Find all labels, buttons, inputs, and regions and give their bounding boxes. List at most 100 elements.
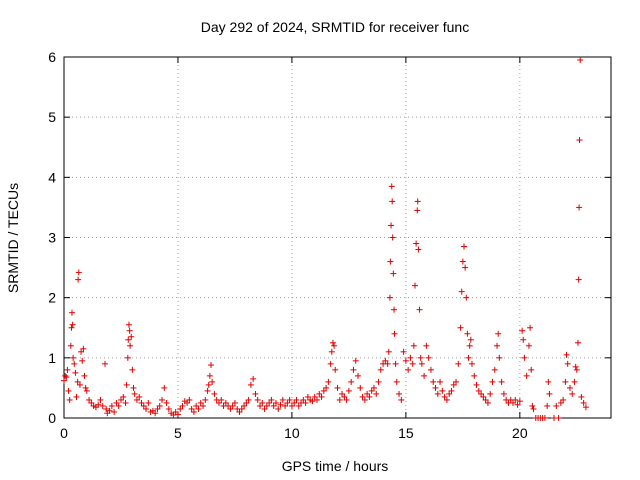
data-point: [293, 396, 300, 403]
data-point: [218, 396, 225, 403]
data-point: [195, 405, 202, 412]
data-point: [410, 342, 417, 349]
data-point: [393, 378, 400, 385]
data-point: [555, 415, 562, 421]
data-point: [400, 348, 407, 355]
data-point: [392, 360, 399, 367]
data-point: [325, 378, 332, 385]
data-point: [418, 360, 425, 367]
data-point: [572, 363, 579, 370]
data-point: [450, 381, 457, 388]
data-point: [566, 384, 573, 391]
data-point: [382, 357, 389, 364]
data-point: [405, 366, 412, 373]
data-point: [409, 360, 416, 367]
data-point: [439, 387, 446, 394]
data-point: [427, 366, 434, 373]
data-point: [471, 372, 478, 379]
data-point: [391, 330, 398, 337]
data-point: [484, 399, 491, 406]
grid-lines: [64, 57, 611, 418]
data-point: [391, 306, 398, 313]
data-point: [130, 384, 137, 391]
data-point: [252, 390, 259, 397]
data-point: [350, 366, 357, 373]
data-point: [174, 411, 181, 418]
data-point: [573, 366, 580, 373]
data-point: [152, 410, 159, 417]
data-point: [227, 405, 234, 412]
data-point: [415, 246, 422, 253]
data-point: [179, 402, 186, 409]
data-point: [63, 374, 70, 381]
data-point: [520, 336, 527, 343]
data-point: [478, 390, 485, 397]
data-point: [243, 399, 250, 406]
data-point: [209, 378, 216, 385]
data-point: [413, 240, 420, 247]
data-point: [500, 390, 507, 397]
data-point: [75, 269, 82, 276]
x-tick-label: 0: [60, 425, 68, 441]
data-point: [263, 402, 270, 409]
data-point: [466, 342, 473, 349]
data-point: [498, 378, 505, 385]
data-point: [516, 398, 523, 405]
data-point: [495, 330, 502, 337]
data-point: [430, 378, 437, 385]
data-point: [323, 384, 330, 391]
data-point: [304, 393, 311, 400]
y-tick-label: 5: [48, 109, 56, 125]
y-tick-label: 4: [48, 169, 56, 185]
data-point: [108, 402, 115, 409]
data-point: [125, 336, 132, 343]
data-point: [527, 324, 534, 331]
data-point: [115, 402, 122, 409]
data-point: [254, 396, 261, 403]
data-point: [331, 342, 338, 349]
data-point: [574, 339, 581, 346]
data-point: [275, 405, 282, 412]
data-point: [563, 351, 570, 358]
data-point: [417, 354, 424, 361]
data-point: [529, 402, 536, 409]
data-point: [238, 405, 245, 412]
data-point: [530, 405, 537, 412]
data-point: [129, 366, 136, 373]
data-point: [577, 57, 584, 64]
data-point: [247, 381, 254, 388]
data-point: [332, 366, 339, 373]
data-point: [465, 354, 472, 361]
data-point: [468, 360, 475, 367]
data-point: [432, 384, 439, 391]
data-point: [309, 398, 316, 405]
data-point: [117, 396, 124, 403]
data-point: [133, 396, 140, 403]
data-point: [464, 330, 471, 337]
data-point: [170, 411, 177, 418]
data-point: [457, 324, 464, 331]
data-point: [494, 342, 501, 349]
data-point: [291, 399, 298, 406]
data-point: [446, 390, 453, 397]
data-point: [571, 378, 578, 385]
data-point: [386, 294, 393, 301]
data-point: [143, 405, 150, 412]
data-point: [73, 393, 80, 400]
data-point: [75, 276, 82, 283]
data-point: [122, 399, 129, 406]
data-point: [68, 309, 75, 316]
data-point: [154, 405, 161, 412]
x-tick-label: 15: [398, 425, 414, 441]
data-point: [329, 339, 336, 346]
data-point: [138, 399, 145, 406]
data-point: [467, 336, 474, 343]
data-point: [318, 393, 325, 400]
data-point: [576, 204, 583, 211]
data-point: [282, 402, 289, 409]
data-point: [480, 393, 487, 400]
data-point: [288, 402, 295, 409]
data-point: [366, 393, 373, 400]
data-point: [128, 333, 135, 340]
